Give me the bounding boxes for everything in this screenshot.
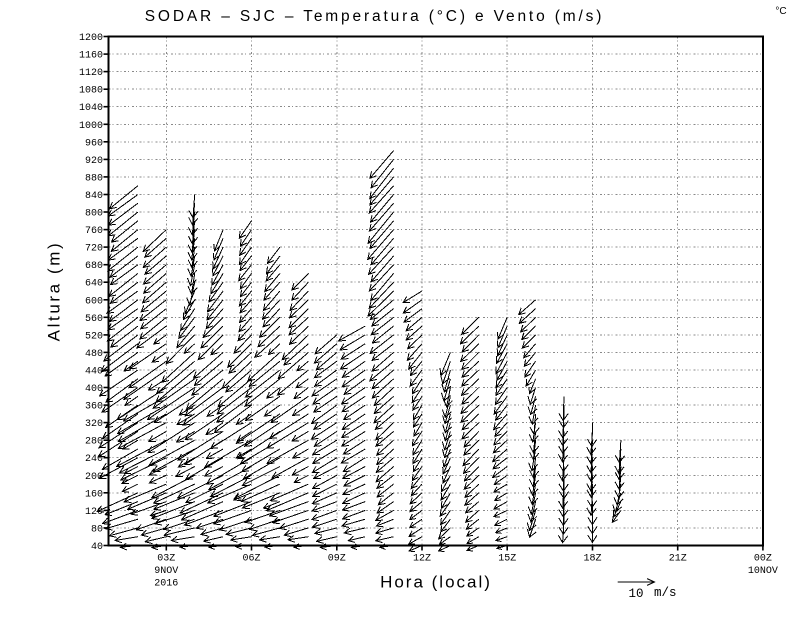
svg-text:800: 800 <box>85 209 103 220</box>
svg-text:40: 40 <box>91 542 103 553</box>
svg-text:Altura (m): Altura (m) <box>45 241 64 342</box>
svg-text:03Z: 03Z <box>157 554 175 565</box>
svg-text:80: 80 <box>91 524 103 535</box>
svg-text:920: 920 <box>85 156 103 167</box>
svg-text:1160: 1160 <box>79 51 103 62</box>
svg-text:21Z: 21Z <box>669 554 687 565</box>
svg-text:06Z: 06Z <box>242 554 260 565</box>
svg-text:720: 720 <box>85 244 103 255</box>
svg-text:1080: 1080 <box>79 86 103 97</box>
svg-text:00Z: 00Z <box>754 554 772 565</box>
svg-text:520: 520 <box>85 331 103 342</box>
svg-text:400: 400 <box>85 384 103 395</box>
svg-text:1000: 1000 <box>79 121 103 132</box>
svg-text:960: 960 <box>85 138 103 149</box>
svg-text:320: 320 <box>85 419 103 430</box>
svg-text:880: 880 <box>85 173 103 184</box>
svg-text:10NOV: 10NOV <box>748 566 778 577</box>
svg-text:2016: 2016 <box>154 579 178 590</box>
svg-text:240: 240 <box>85 454 103 465</box>
svg-text:200: 200 <box>85 472 103 483</box>
svg-text:640: 640 <box>85 279 103 290</box>
svg-text:360: 360 <box>85 402 103 413</box>
svg-text:m/s: m/s <box>654 586 677 600</box>
svg-text:280: 280 <box>85 437 103 448</box>
svg-text:10: 10 <box>628 587 643 601</box>
svg-text:1040: 1040 <box>79 103 103 114</box>
svg-text:SODAR – SJC – Temperatura (°C): SODAR – SJC – Temperatura (°C) e Vento (… <box>145 8 605 25</box>
svg-text:160: 160 <box>85 489 103 500</box>
svg-text:760: 760 <box>85 226 103 237</box>
svg-text:1200: 1200 <box>79 33 103 44</box>
svg-text:9NOV: 9NOV <box>154 566 178 577</box>
svg-text:18Z: 18Z <box>583 554 601 565</box>
svg-text:12Z: 12Z <box>413 554 431 565</box>
svg-text:1120: 1120 <box>79 68 103 79</box>
svg-text:840: 840 <box>85 191 103 202</box>
svg-text:480: 480 <box>85 349 103 360</box>
svg-text:Hora (local): Hora (local) <box>380 573 492 592</box>
svg-text:560: 560 <box>85 314 103 325</box>
svg-text:15Z: 15Z <box>498 554 516 565</box>
svg-text:680: 680 <box>85 261 103 272</box>
svg-text:440: 440 <box>85 367 103 378</box>
svg-text:09Z: 09Z <box>328 554 346 565</box>
svg-text:120: 120 <box>85 507 103 518</box>
svg-text:°C: °C <box>775 6 786 17</box>
svg-text:600: 600 <box>85 296 103 307</box>
